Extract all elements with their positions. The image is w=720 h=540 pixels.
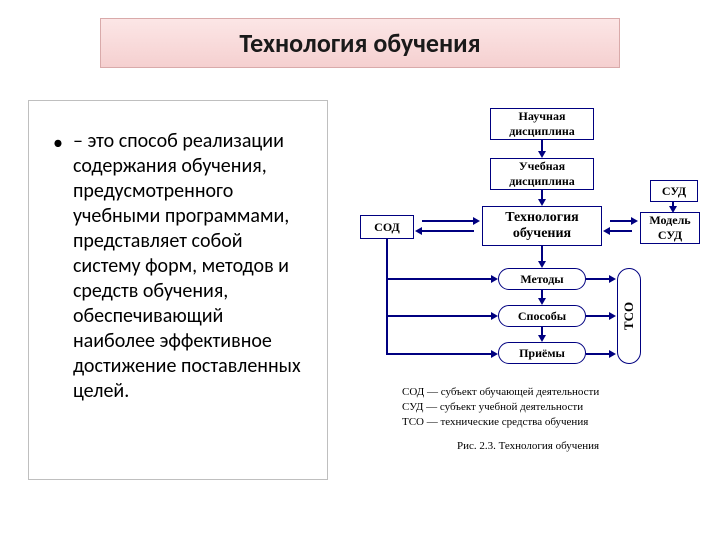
arrow-head-icon [609,350,616,358]
legend-line: СОД — субъект обучающей деятельности [402,385,599,400]
arrow [422,220,474,222]
node-methods: Методы [498,268,586,290]
node-ways: Способы [498,305,586,327]
page-title: Технология обучения [239,27,480,59]
node-tso: ТСО [617,268,641,364]
node-educational-discipline: Учебная дисциплина [490,158,594,190]
legend-line: СУД — субъект учебной деятельности [402,400,599,415]
arrow-head-icon [538,151,546,158]
title-box: Технология обучения [100,18,620,68]
arrow-head-icon [538,261,546,268]
node-technology: Технология обучения [482,206,602,246]
legend: СОД — субъект обучающей деятельности СУД… [402,385,599,430]
arrow-head-icon [631,217,638,225]
arrow-head-icon [669,206,677,213]
diagram-container: Научная дисциплина Учебная дисциплина СО… [342,100,707,500]
arrow-head-icon [609,312,616,320]
node-label: Методы [520,272,563,287]
node-label: Приёмы [519,346,565,361]
arrow-head-icon [603,227,610,235]
arrow-head-icon [491,275,498,283]
node-techniques: Приёмы [498,342,586,364]
arrow [386,315,492,317]
node-label: Учебная дисциплина [493,159,591,189]
node-scientific-discipline: Научная дисциплина [490,108,594,140]
figure-caption: Рис. 2.3. Технология обучения [457,440,599,452]
node-model-sud: Модель СУД [640,212,700,244]
node-label: Модель СУД [643,213,697,243]
node-label: СОД [374,220,400,235]
legend-line: ТСО — технические средства обучения [402,415,599,430]
node-sud: СУД [650,180,698,202]
arrow [610,230,632,232]
bullet-icon: • [53,129,63,404]
description-text: – это способ реализации содержания обуче… [73,129,307,404]
node-label: Технология обучения [485,210,599,242]
arrow-head-icon [415,227,422,235]
arrow [386,353,492,355]
bullet-row: • – это способ реализации содержания обу… [53,129,307,404]
arrow-head-icon [473,217,480,225]
arrow-head-icon [538,199,546,206]
node-label: Способы [518,309,566,324]
arrow-head-icon [609,275,616,283]
arrow [422,230,474,232]
arrow [386,239,388,355]
arrow-head-icon [538,298,546,305]
arrow [586,278,610,280]
node-label: ТСО [621,302,637,330]
arrow [586,353,610,355]
arrow-head-icon [538,335,546,342]
arrow-head-icon [491,312,498,320]
arrow [610,220,632,222]
arrow-head-icon [491,350,498,358]
node-label: Научная дисциплина [493,109,591,139]
arrow [541,246,543,262]
description-box: • – это способ реализации содержания обу… [28,100,328,480]
arrow [586,315,610,317]
node-label: СУД [662,184,686,199]
arrow [386,278,492,280]
node-sod: СОД [360,215,414,239]
